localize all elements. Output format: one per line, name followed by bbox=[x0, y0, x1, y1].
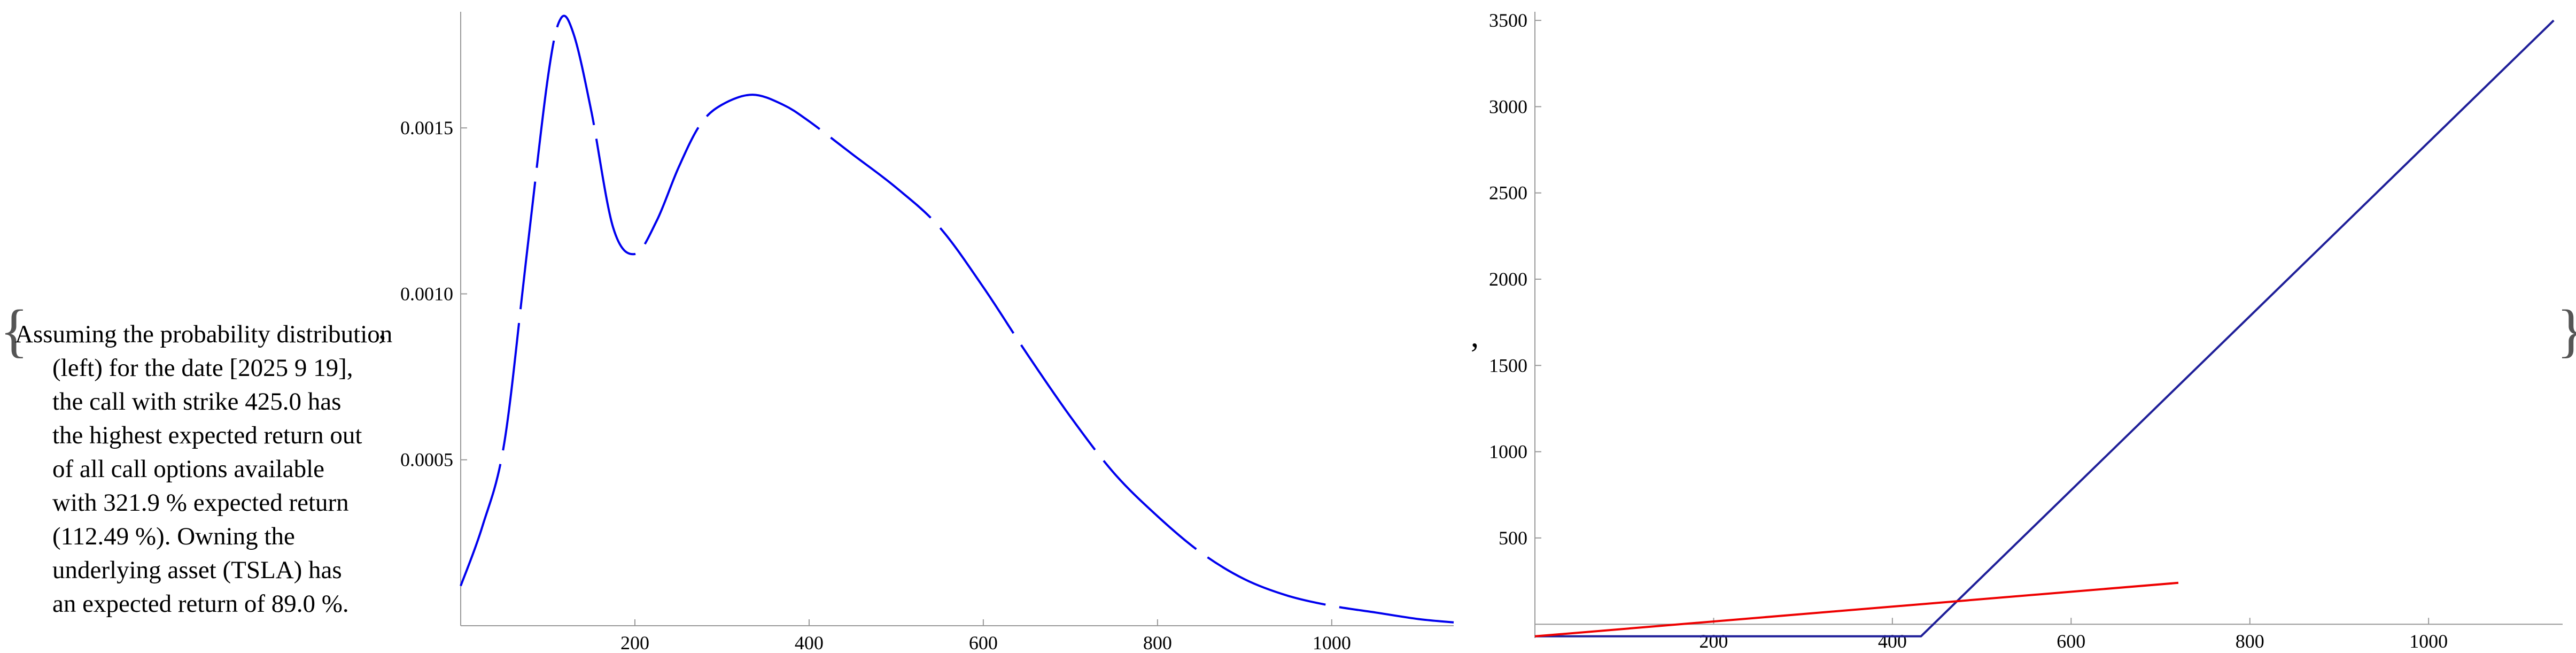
x-tick-label: 200 bbox=[620, 632, 649, 653]
description-line: Assuming the probability distribution bbox=[15, 320, 392, 348]
description-line: the highest expected return out bbox=[52, 421, 362, 449]
payoff-chart: 200 400 600 800 1000 500 1000 1500 2000 2500 3000 3… bbox=[1489, 10, 2563, 652]
description-line: (left) for the date [2025 9 19], bbox=[52, 354, 353, 382]
y-tick-label: 3000 bbox=[1489, 96, 1527, 117]
density-chart: 200 400 600 800 1000 0.0005 0.0010 0.0015 bbox=[400, 12, 1454, 653]
x-tick-label: 200 bbox=[1699, 631, 1728, 652]
y-tick-label: 500 bbox=[1499, 527, 1527, 549]
description-line: with 321.9 % expected return bbox=[52, 489, 349, 517]
x-tick-label: 1000 bbox=[2409, 631, 2448, 652]
y-tick-label: 2000 bbox=[1489, 268, 1527, 290]
x-tick-label: 400 bbox=[1878, 631, 1907, 652]
x-tick-label: 600 bbox=[969, 632, 998, 653]
description-line: the call with strike 425.0 has bbox=[52, 388, 341, 416]
series-line-0 bbox=[460, 14, 1454, 624]
y-tick-label: 2500 bbox=[1489, 182, 1527, 204]
y-tick-label: 1000 bbox=[1489, 441, 1527, 463]
description-text: Assuming the probability distribution (l… bbox=[15, 310, 392, 618]
series-line-1 bbox=[1534, 581, 2179, 637]
x-tick-label: 800 bbox=[2236, 631, 2264, 652]
y-tick-label: 1500 bbox=[1489, 355, 1527, 376]
y-tick-label: 0.0005 bbox=[400, 449, 453, 471]
outer-brace-close: } bbox=[2557, 298, 2576, 363]
y-tick-label: 3500 bbox=[1489, 10, 1527, 31]
x-tick-label: 1000 bbox=[1313, 632, 1351, 653]
x-tick-label: 400 bbox=[795, 632, 824, 653]
description-line: of all call options available bbox=[52, 455, 324, 483]
description-line: (112.49 %). Owning the bbox=[52, 523, 295, 550]
x-tick-label: 800 bbox=[1143, 632, 1172, 653]
description-trailing-comma: , bbox=[378, 310, 386, 345]
description-line: underlying asset (TSLA) has bbox=[52, 556, 342, 584]
y-tick-label: 0.0010 bbox=[400, 283, 453, 304]
outer-brace-open: { bbox=[0, 298, 28, 363]
x-tick-label: 600 bbox=[2057, 631, 2085, 652]
separator-comma: , bbox=[1471, 318, 1479, 354]
series-line-0 bbox=[1535, 19, 2555, 637]
description-line: an expected return of 89.0 %. bbox=[52, 590, 349, 618]
y-tick-label: 0.0015 bbox=[400, 117, 453, 139]
